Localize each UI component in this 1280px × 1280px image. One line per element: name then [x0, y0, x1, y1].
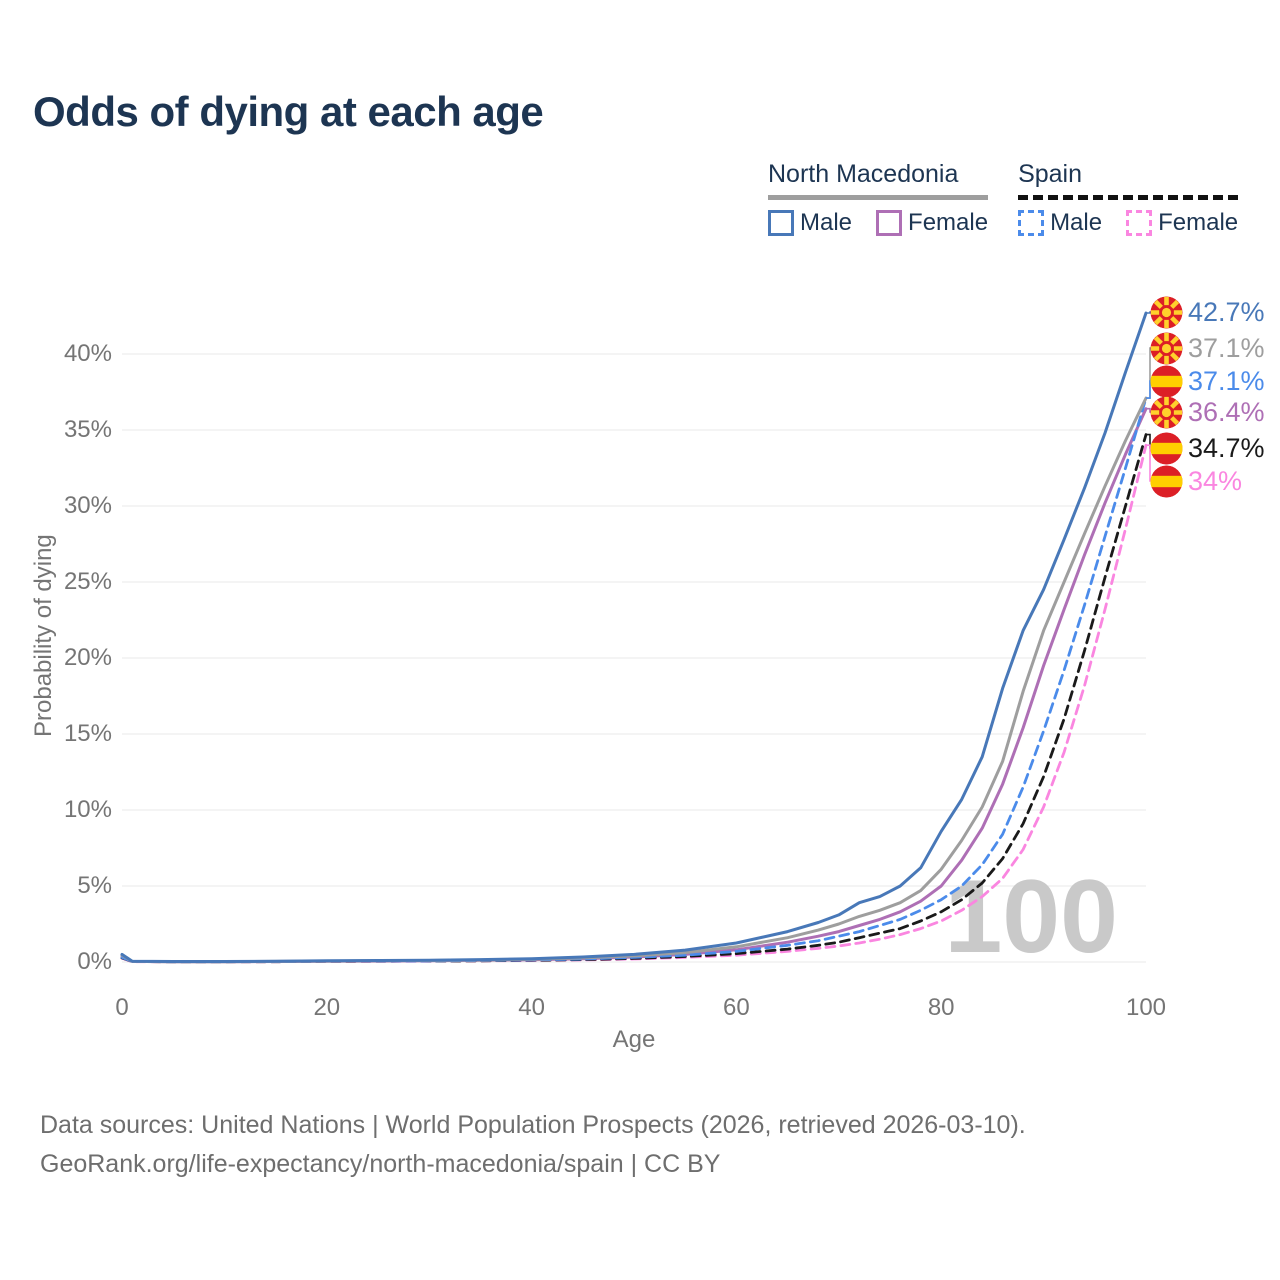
spain-flag-icon [1150, 365, 1183, 398]
end-label-value: 37.1% [1188, 332, 1265, 363]
x-tick-label: 100 [1125, 994, 1167, 1021]
end-label-north-macedonia-male: 42.7% [1150, 295, 1265, 329]
legend-item-label: Female [1158, 209, 1239, 236]
y-axis-title: Probability of dying [30, 534, 57, 737]
end-label-spain-male: 37.1% [1150, 364, 1265, 398]
y-tick-label: 40% [63, 340, 112, 367]
page-title: Odds of dying at each age [33, 88, 544, 135]
swatch-solid-purple-icon [876, 210, 903, 236]
y-tick-label: 20% [63, 644, 112, 671]
y-tick-label: 0% [77, 948, 112, 975]
legend-item-label: Female [908, 209, 989, 236]
swatch-solid-blue-icon [768, 210, 794, 236]
swatch-dashed-pink-icon [1126, 210, 1153, 236]
legend-underline-solid-icon [768, 195, 989, 200]
y-tick-label: 35% [63, 416, 112, 443]
y-tick-label: 25% [63, 568, 112, 595]
x-tick-label: 80 [927, 994, 955, 1021]
north-macedonia-flag-icon [1150, 332, 1183, 365]
x-tick-label: 0 [115, 994, 129, 1021]
end-label-north-macedonia-female: 36.4% [1150, 395, 1265, 429]
x-tick-label: 60 [723, 994, 750, 1021]
end-label-value: 34% [1188, 465, 1243, 496]
spain-flag-icon [1150, 465, 1183, 498]
end-label-value: 37.1% [1188, 365, 1265, 396]
end-label-value: 34.7% [1188, 432, 1265, 463]
x-axis-title: Age [612, 1026, 656, 1053]
end-label-spain-both-sexes: 34.7% [1150, 431, 1265, 465]
data-sources-note: Data sources: United Nations | World Pop… [40, 1111, 1026, 1139]
legend-item-es-female[interactable]: Female [1126, 209, 1238, 237]
x-tick-label: 40 [518, 994, 545, 1021]
y-tick-label: 5% [77, 872, 112, 899]
north-macedonia-flag-icon [1150, 296, 1183, 329]
legend-header-north-macedonia[interactable]: North Macedonia [768, 160, 959, 188]
y-tick-label: 15% [63, 720, 112, 747]
north-macedonia-flag-icon [1150, 396, 1183, 429]
swatch-dashed-blue-icon [1018, 210, 1045, 236]
legend: North Macedonia Male Female Spain Male [768, 160, 1239, 237]
end-label-spain-female: 34% [1150, 464, 1242, 498]
legend-item-nm-male[interactable]: Male [768, 209, 852, 237]
legend-group-spain: Spain Male Female [1018, 160, 1239, 237]
x-tick-label: 20 [313, 994, 341, 1021]
legend-item-nm-female[interactable]: Female [876, 209, 988, 237]
end-label-value: 42.7% [1188, 296, 1265, 327]
legend-item-label: Male [800, 209, 853, 236]
end-label-north-macedonia-both-sexes: 37.1% [1150, 331, 1265, 365]
y-tick-label: 30% [63, 492, 112, 519]
spain-flag-icon [1150, 432, 1183, 465]
legend-header-spain[interactable]: Spain [1018, 160, 1083, 188]
legend-group-north-macedonia: North Macedonia Male Female [768, 160, 989, 237]
line-north-macedonia-male[interactable] [120, 311, 1148, 963]
age-counter-watermark: 100 [944, 859, 1118, 975]
legend-item-es-male[interactable]: Male [1018, 209, 1102, 237]
legend-underline-dashed-icon [1018, 195, 1239, 200]
legend-item-label: Male [1050, 209, 1103, 236]
attribution-note: GeoRank.org/life-expectancy/north-macedo… [40, 1150, 721, 1178]
y-tick-label: 10% [63, 796, 112, 823]
end-label-value: 36.4% [1188, 396, 1265, 427]
